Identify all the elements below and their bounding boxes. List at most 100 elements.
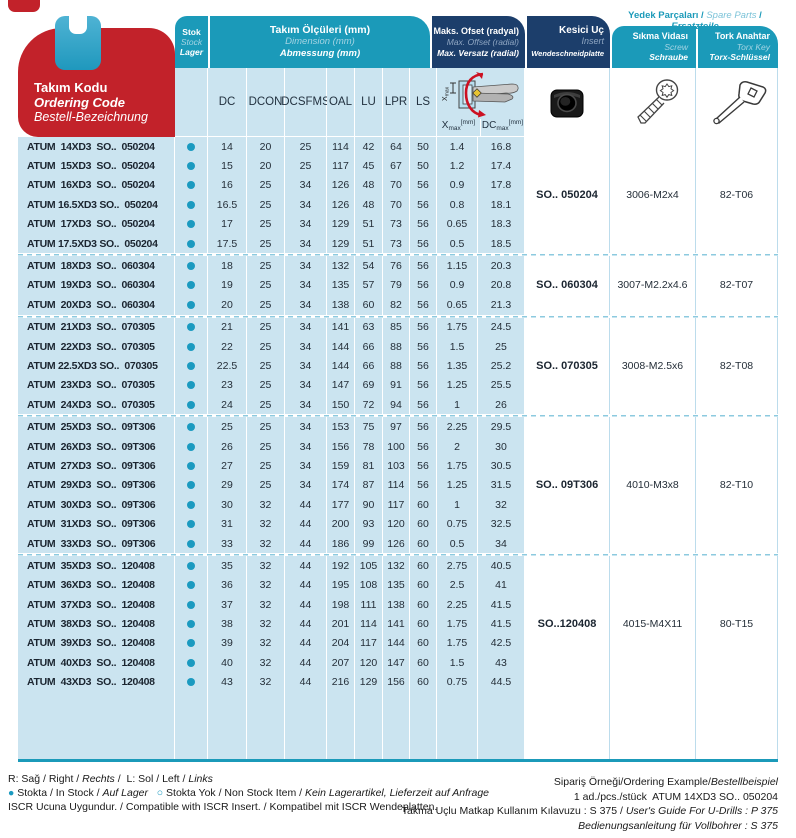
stock-cell xyxy=(175,514,208,534)
dim-value-cell: 82 xyxy=(383,295,410,315)
dim-value-cell: 36 xyxy=(208,575,247,595)
table-filler-cell xyxy=(610,691,696,759)
header-label-de: Schraube xyxy=(649,52,688,63)
dcmax-column-header: DCmax[mm] xyxy=(481,119,524,132)
dim-value-cell: 1.15 xyxy=(437,256,478,276)
header-label-de: Wendeschneidplatte xyxy=(531,48,604,58)
dim-value-cell: 31 xyxy=(208,514,247,534)
table-filler-cell xyxy=(285,691,327,759)
tool-code-cell: ATUM 38XD3 SO.. 120408 xyxy=(18,614,175,634)
dim-value-cell: 60 xyxy=(410,556,437,576)
stock-dot xyxy=(187,181,195,190)
dim-value-cell: 34 xyxy=(285,436,327,457)
dim-value-cell: 144 xyxy=(383,633,410,654)
tool-code-cell: ATUM 14XD3 SO.. 050204 xyxy=(18,137,175,157)
dim-value-cell: 88 xyxy=(383,336,410,357)
tool-code-cell: ATUM 22.5XD3 SO.. 070305 xyxy=(18,356,175,376)
product-images-row xyxy=(525,68,778,137)
stock-dot xyxy=(187,300,195,309)
dim-value-cell: 126 xyxy=(383,533,410,554)
dim-value-cell: 177 xyxy=(327,495,355,515)
max-offset-header: Maks. Ofset (radyal) Max. Offset (radial… xyxy=(432,16,525,68)
column-header-ls: LS xyxy=(410,68,437,137)
dim-value-cell: 0.5 xyxy=(437,233,478,254)
header-label-en: Stock xyxy=(180,37,203,47)
header-label-en: Dimension (mm) xyxy=(285,36,355,47)
dim-value-cell: 44 xyxy=(285,653,327,673)
dim-value-cell: 45 xyxy=(355,156,383,176)
header-label-de: Max. Versatz (radial) xyxy=(437,47,519,58)
stock-column-spacer xyxy=(175,68,208,137)
dim-value-cell: 50 xyxy=(410,156,437,176)
dim-value-cell: 20 xyxy=(208,295,247,315)
group-divider xyxy=(18,414,778,418)
stock-dot xyxy=(187,461,195,470)
dim-value-cell: 25 xyxy=(247,175,285,196)
dim-value-cell: 99 xyxy=(355,533,383,554)
dim-value-cell: 94 xyxy=(383,395,410,415)
dim-value-cell: 37 xyxy=(208,594,247,615)
dim-value-cell: 60 xyxy=(410,633,437,654)
dim-value-cell: 56 xyxy=(410,336,437,357)
dim-value-cell: 79 xyxy=(383,275,410,296)
stock-dot xyxy=(187,561,195,570)
stock-dot xyxy=(187,361,195,370)
dim-value-cell: 21.3 xyxy=(478,295,525,315)
dim-value-cell: 14 xyxy=(208,137,247,157)
index-tab-icon xyxy=(55,16,101,70)
tool-code-cell: ATUM 18XD3 SO.. 060304 xyxy=(18,256,175,276)
dim-value-cell: 43 xyxy=(208,672,247,692)
dim-value-cell: 44 xyxy=(285,495,327,515)
dim-value-cell: 25 xyxy=(247,295,285,315)
dim-value-cell: 16 xyxy=(208,175,247,196)
column-header-lu: LU xyxy=(355,68,383,137)
dim-value-cell: 20.8 xyxy=(478,275,525,296)
header-label-tr: Maks. Ofset (radyal) xyxy=(433,25,519,36)
screw-code-cell: 3008-M2.5x6 xyxy=(610,317,696,415)
dim-value-cell: 198 xyxy=(327,594,355,615)
dim-value-cell: 44 xyxy=(285,575,327,595)
dim-value-cell: 66 xyxy=(355,336,383,357)
dim-value-cell: 48 xyxy=(355,175,383,196)
dim-value-cell: 1.25 xyxy=(437,475,478,496)
dim-value-cell: 31.5 xyxy=(478,475,525,496)
dim-value-cell: 120 xyxy=(383,514,410,534)
dim-value-cell: 25 xyxy=(247,275,285,296)
tool-code-cell: ATUM 37XD3 SO.. 120408 xyxy=(18,594,175,615)
legend-stock: ● Stokta / In Stock / Auf Lager ○ Stokta… xyxy=(8,787,490,799)
dim-value-cell: 44 xyxy=(285,556,327,576)
stock-cell xyxy=(175,575,208,595)
table-filler-cell xyxy=(175,691,208,759)
dim-value-cell: 1.5 xyxy=(437,336,478,357)
tool-code-cell: ATUM 35XD3 SO.. 120408 xyxy=(18,556,175,576)
dim-value-cell: 129 xyxy=(355,672,383,692)
dim-value-cell: 73 xyxy=(383,233,410,254)
stock-cell xyxy=(175,495,208,515)
dim-value-cell: 44 xyxy=(285,514,327,534)
stock-cell xyxy=(175,456,208,476)
dim-value-cell: 41.5 xyxy=(478,594,525,615)
dim-value-cell: 40.5 xyxy=(478,556,525,576)
dim-value-cell: 200 xyxy=(327,514,355,534)
dim-value-cell: 117 xyxy=(355,633,383,654)
dim-value-cell: 1.75 xyxy=(437,633,478,654)
torx-code-cell: 82-T10 xyxy=(696,417,778,554)
dim-value-cell: 100 xyxy=(383,436,410,457)
dim-value-cell: 35 xyxy=(208,556,247,576)
dim-value-cell: 144 xyxy=(327,356,355,376)
svg-text:Xmax: Xmax xyxy=(442,86,451,101)
dim-value-cell: 44 xyxy=(285,633,327,654)
stock-cell xyxy=(175,233,208,254)
dim-value-cell: 60 xyxy=(410,653,437,673)
dim-value-cell: 34 xyxy=(285,475,327,496)
dim-value-cell: 216 xyxy=(327,672,355,692)
stock-dot xyxy=(187,500,195,509)
dim-value-cell: 32 xyxy=(247,614,285,634)
stock-dot xyxy=(187,600,195,609)
dim-value-cell: 138 xyxy=(327,295,355,315)
insert-image xyxy=(550,89,584,117)
tool-code-cell: ATUM 15XD3 SO.. 050204 xyxy=(18,156,175,176)
dim-value-cell: 42 xyxy=(355,137,383,157)
screw-code-cell: 4015-M4X11 xyxy=(610,556,696,692)
stock-dot xyxy=(187,323,195,332)
